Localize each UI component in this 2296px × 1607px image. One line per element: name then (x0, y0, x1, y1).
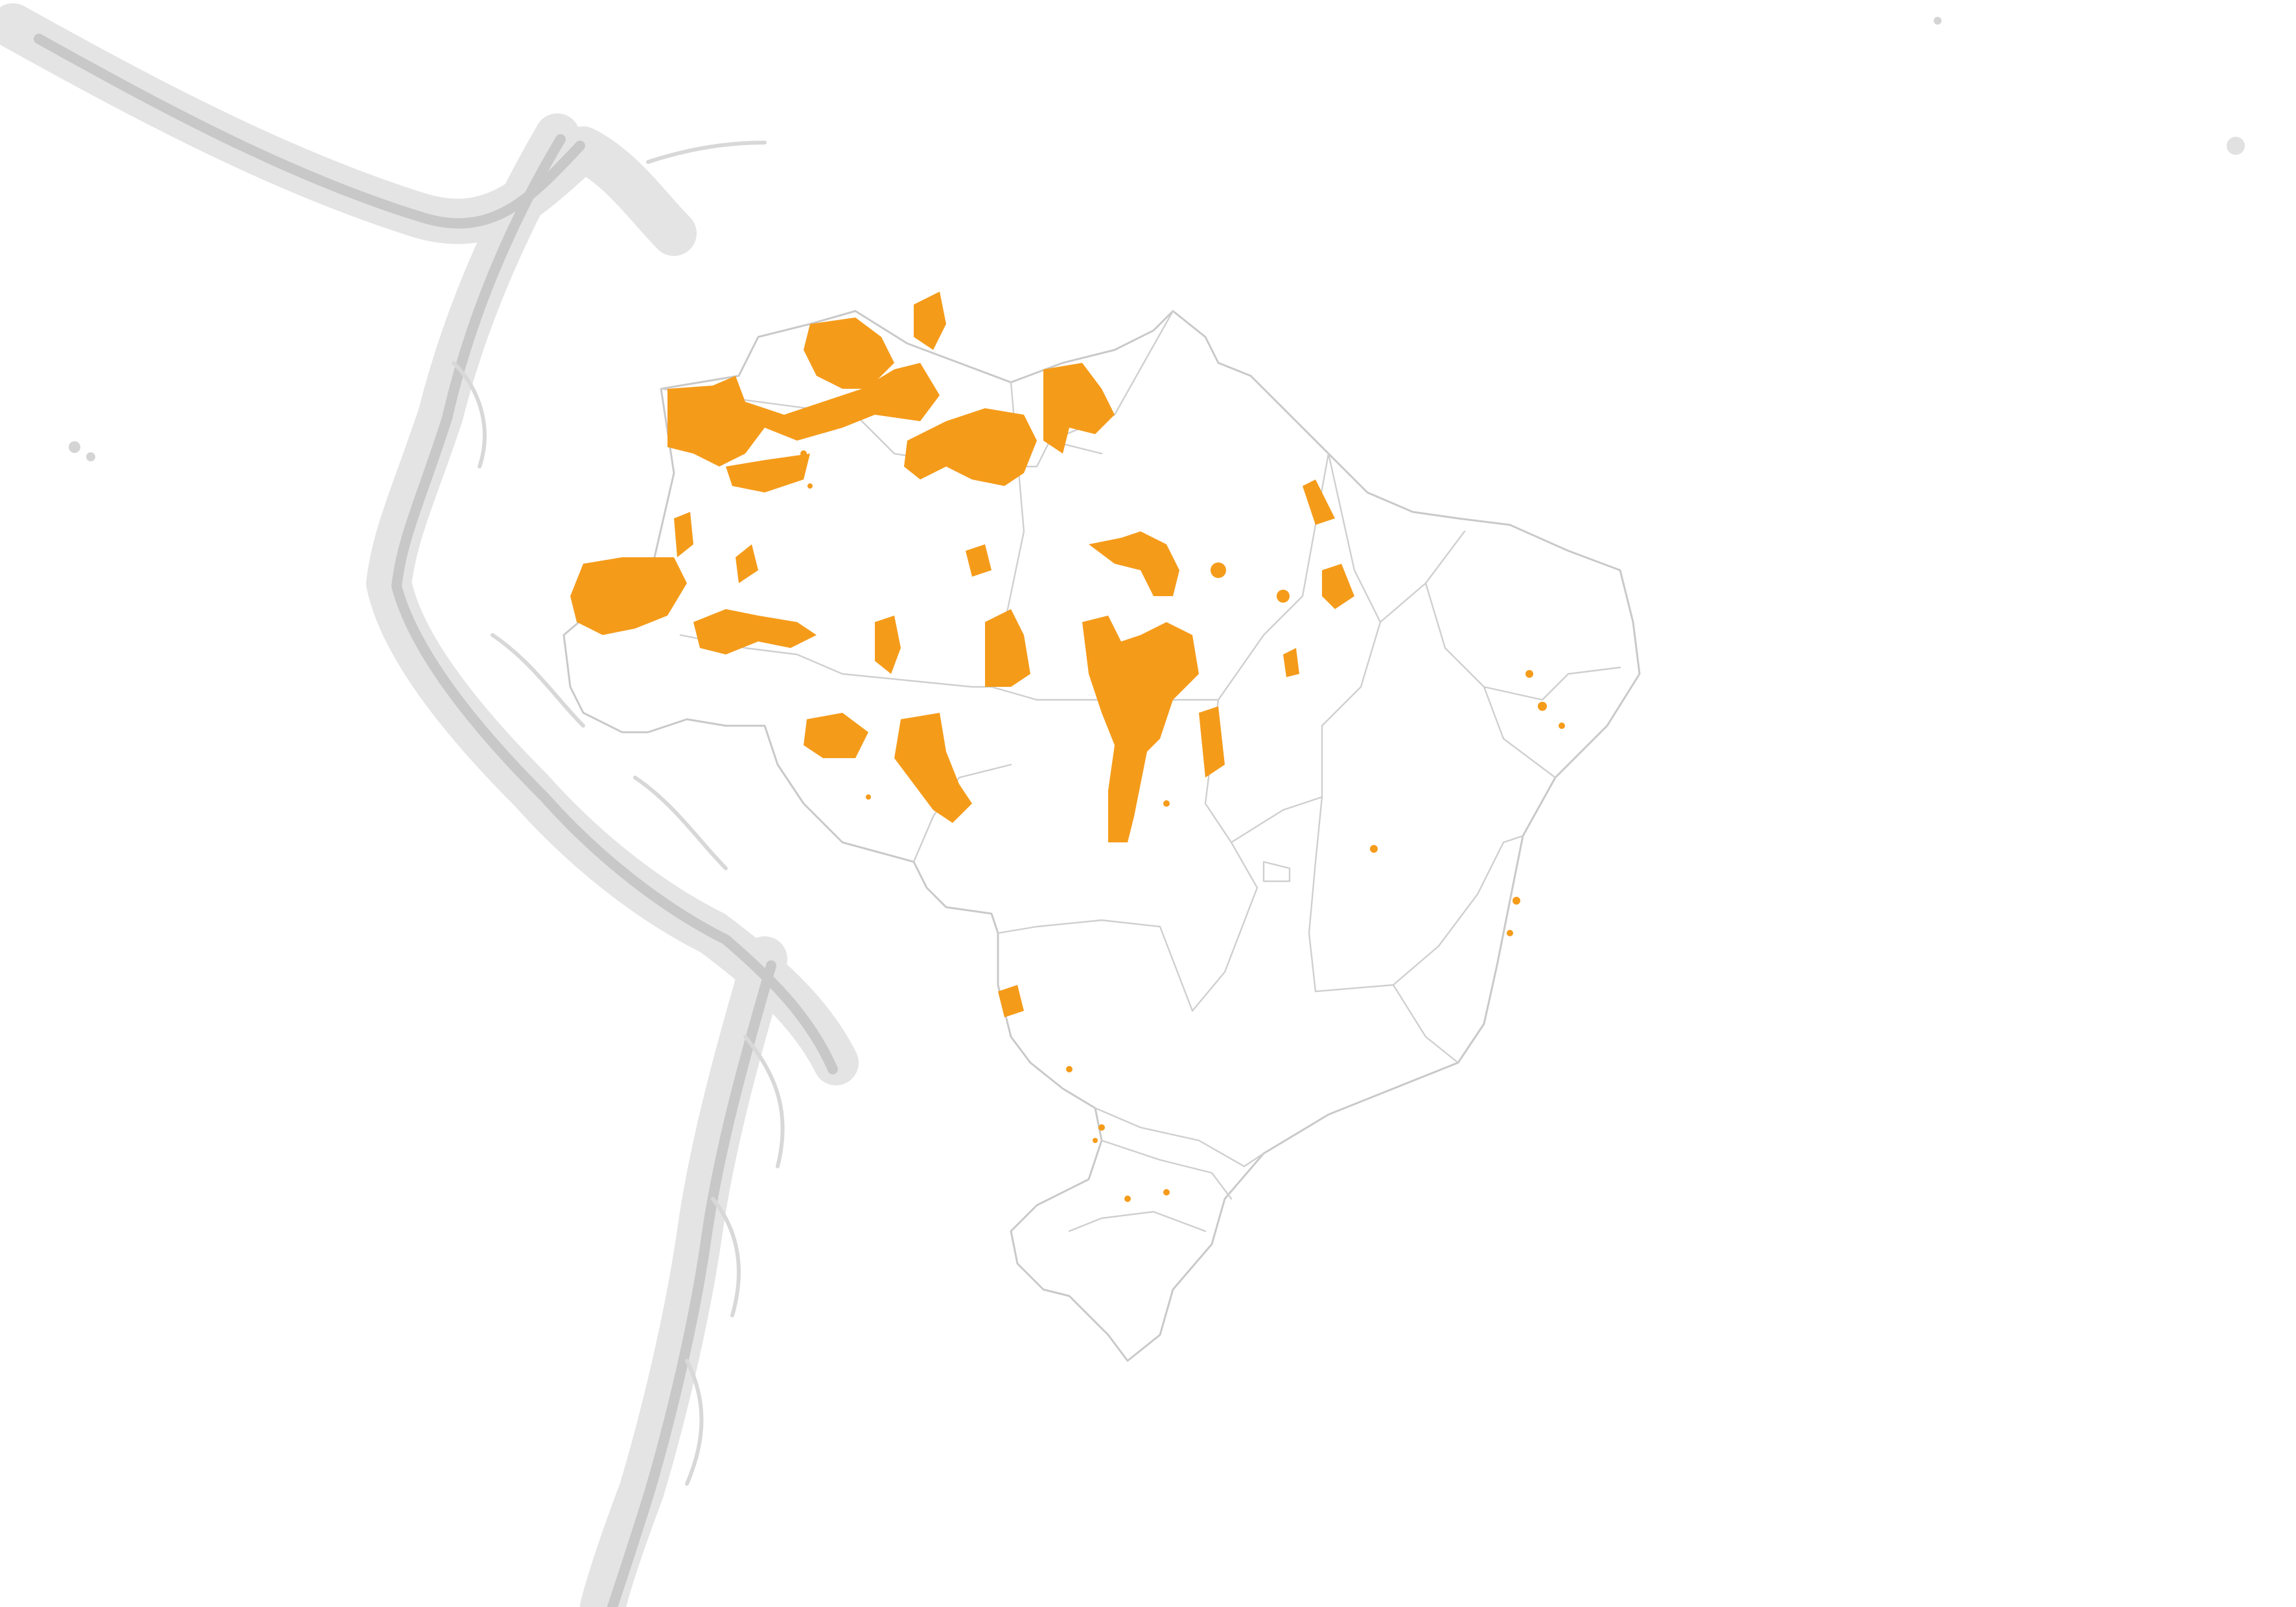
highlighted-spot[interactable] (1211, 562, 1226, 578)
island-relief (69, 441, 80, 453)
highlighted-area[interactable] (693, 609, 817, 654)
highlighted-area[interactable] (1283, 648, 1299, 677)
highlighted-spot[interactable] (1277, 590, 1290, 603)
highlighted-spot[interactable] (800, 450, 807, 457)
andes-relief-ridge (34, 34, 838, 1607)
highlighted-area[interactable] (726, 454, 810, 492)
highlighted-area[interactable] (904, 408, 1037, 486)
highlighted-spot[interactable] (1163, 800, 1170, 807)
highlighted-spot[interactable] (1538, 702, 1547, 711)
island-relief (2227, 137, 2245, 155)
island-relief (86, 452, 95, 461)
highlighted-area[interactable] (985, 609, 1030, 687)
andes-relief-shadow (0, 3, 859, 1607)
highlighted-spot[interactable] (807, 483, 813, 489)
highlighted-area[interactable] (804, 713, 868, 758)
highlighted-area[interactable] (966, 544, 991, 577)
island-relief (1934, 17, 1942, 25)
highlighted-spot[interactable] (1093, 1138, 1098, 1143)
highlighted-area[interactable] (1082, 616, 1199, 842)
highlighted-area[interactable] (804, 318, 894, 389)
highlighted-area[interactable] (894, 713, 972, 823)
highlighted-area[interactable] (667, 363, 940, 467)
brazil-border (562, 310, 1641, 1362)
highlighted-spot[interactable] (866, 794, 871, 800)
highlighted-spot[interactable] (1559, 723, 1565, 729)
highlighted-areas (570, 292, 1565, 1202)
highlighted-area[interactable] (914, 292, 946, 350)
highlighted-area[interactable] (1089, 531, 1179, 596)
highlighted-area[interactable] (736, 544, 758, 583)
highlighted-area[interactable] (1303, 480, 1335, 525)
highlighted-area[interactable] (1043, 363, 1115, 454)
highlighted-area[interactable] (875, 616, 901, 674)
highlighted-spot[interactable] (1124, 1196, 1131, 1202)
relief-layer (0, 3, 2245, 1607)
highlighted-spot[interactable] (1525, 670, 1533, 678)
highlighted-area[interactable] (570, 557, 687, 635)
highlighted-spot[interactable] (1098, 1124, 1105, 1131)
highlighted-area[interactable] (998, 985, 1024, 1017)
andes-relief-detail (452, 141, 785, 1486)
highlighted-spot[interactable] (1370, 845, 1378, 853)
highlighted-spot[interactable] (1513, 897, 1520, 905)
highlighted-spot[interactable] (1507, 930, 1513, 936)
highlighted-spot[interactable] (1163, 1189, 1170, 1196)
highlighted-area[interactable] (674, 512, 693, 557)
highlighted-spot[interactable] (1066, 1066, 1073, 1072)
highlighted-area[interactable] (1199, 706, 1225, 778)
highlighted-area[interactable] (1322, 564, 1354, 609)
